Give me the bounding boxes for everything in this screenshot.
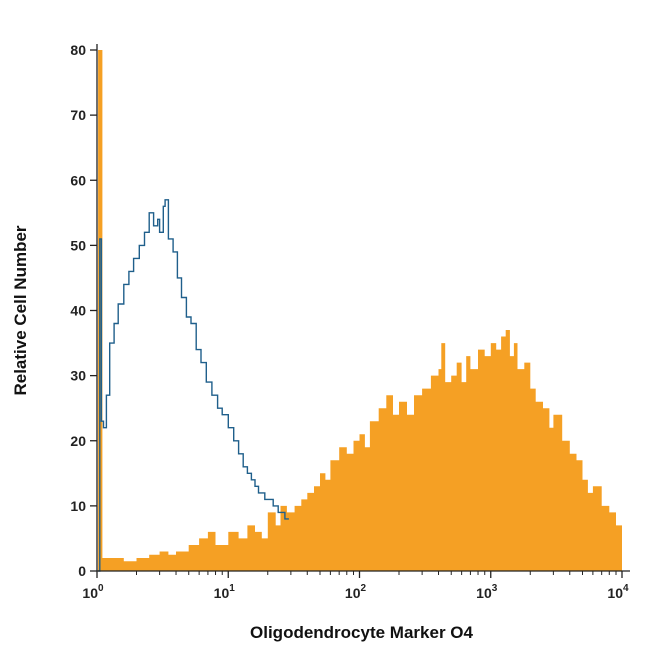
y-tick-label: 0 xyxy=(78,563,86,579)
series-0-filled-histogram xyxy=(98,50,623,571)
series-layer xyxy=(98,50,623,572)
series-1-line-histogram xyxy=(98,199,289,572)
x-tick-label: 101 xyxy=(214,583,236,601)
y-tick-label: 10 xyxy=(70,498,86,514)
y-tick-label: 80 xyxy=(70,42,86,58)
y-tick-label: 20 xyxy=(70,433,86,449)
y-tick-label: 70 xyxy=(70,107,86,123)
x-axis-ticks: 100 101 102 103 104 xyxy=(82,571,629,601)
y-axis-title: Relative Cell Number xyxy=(11,225,30,395)
y-axis-ticks: 0 10 20 30 40 50 60 70 80 xyxy=(70,42,97,579)
y-tick-label: 60 xyxy=(70,172,86,188)
y-tick-label: 50 xyxy=(70,237,86,253)
x-tick-label: 104 xyxy=(607,583,629,601)
x-tick-label: 100 xyxy=(82,583,104,601)
y-tick-label: 40 xyxy=(70,303,86,319)
x-tick-label: 102 xyxy=(345,583,367,601)
x-axis-title: Oligodendrocyte Marker O4 xyxy=(250,623,473,642)
x-tick-label: 103 xyxy=(476,583,498,601)
y-tick-label: 30 xyxy=(70,368,86,384)
